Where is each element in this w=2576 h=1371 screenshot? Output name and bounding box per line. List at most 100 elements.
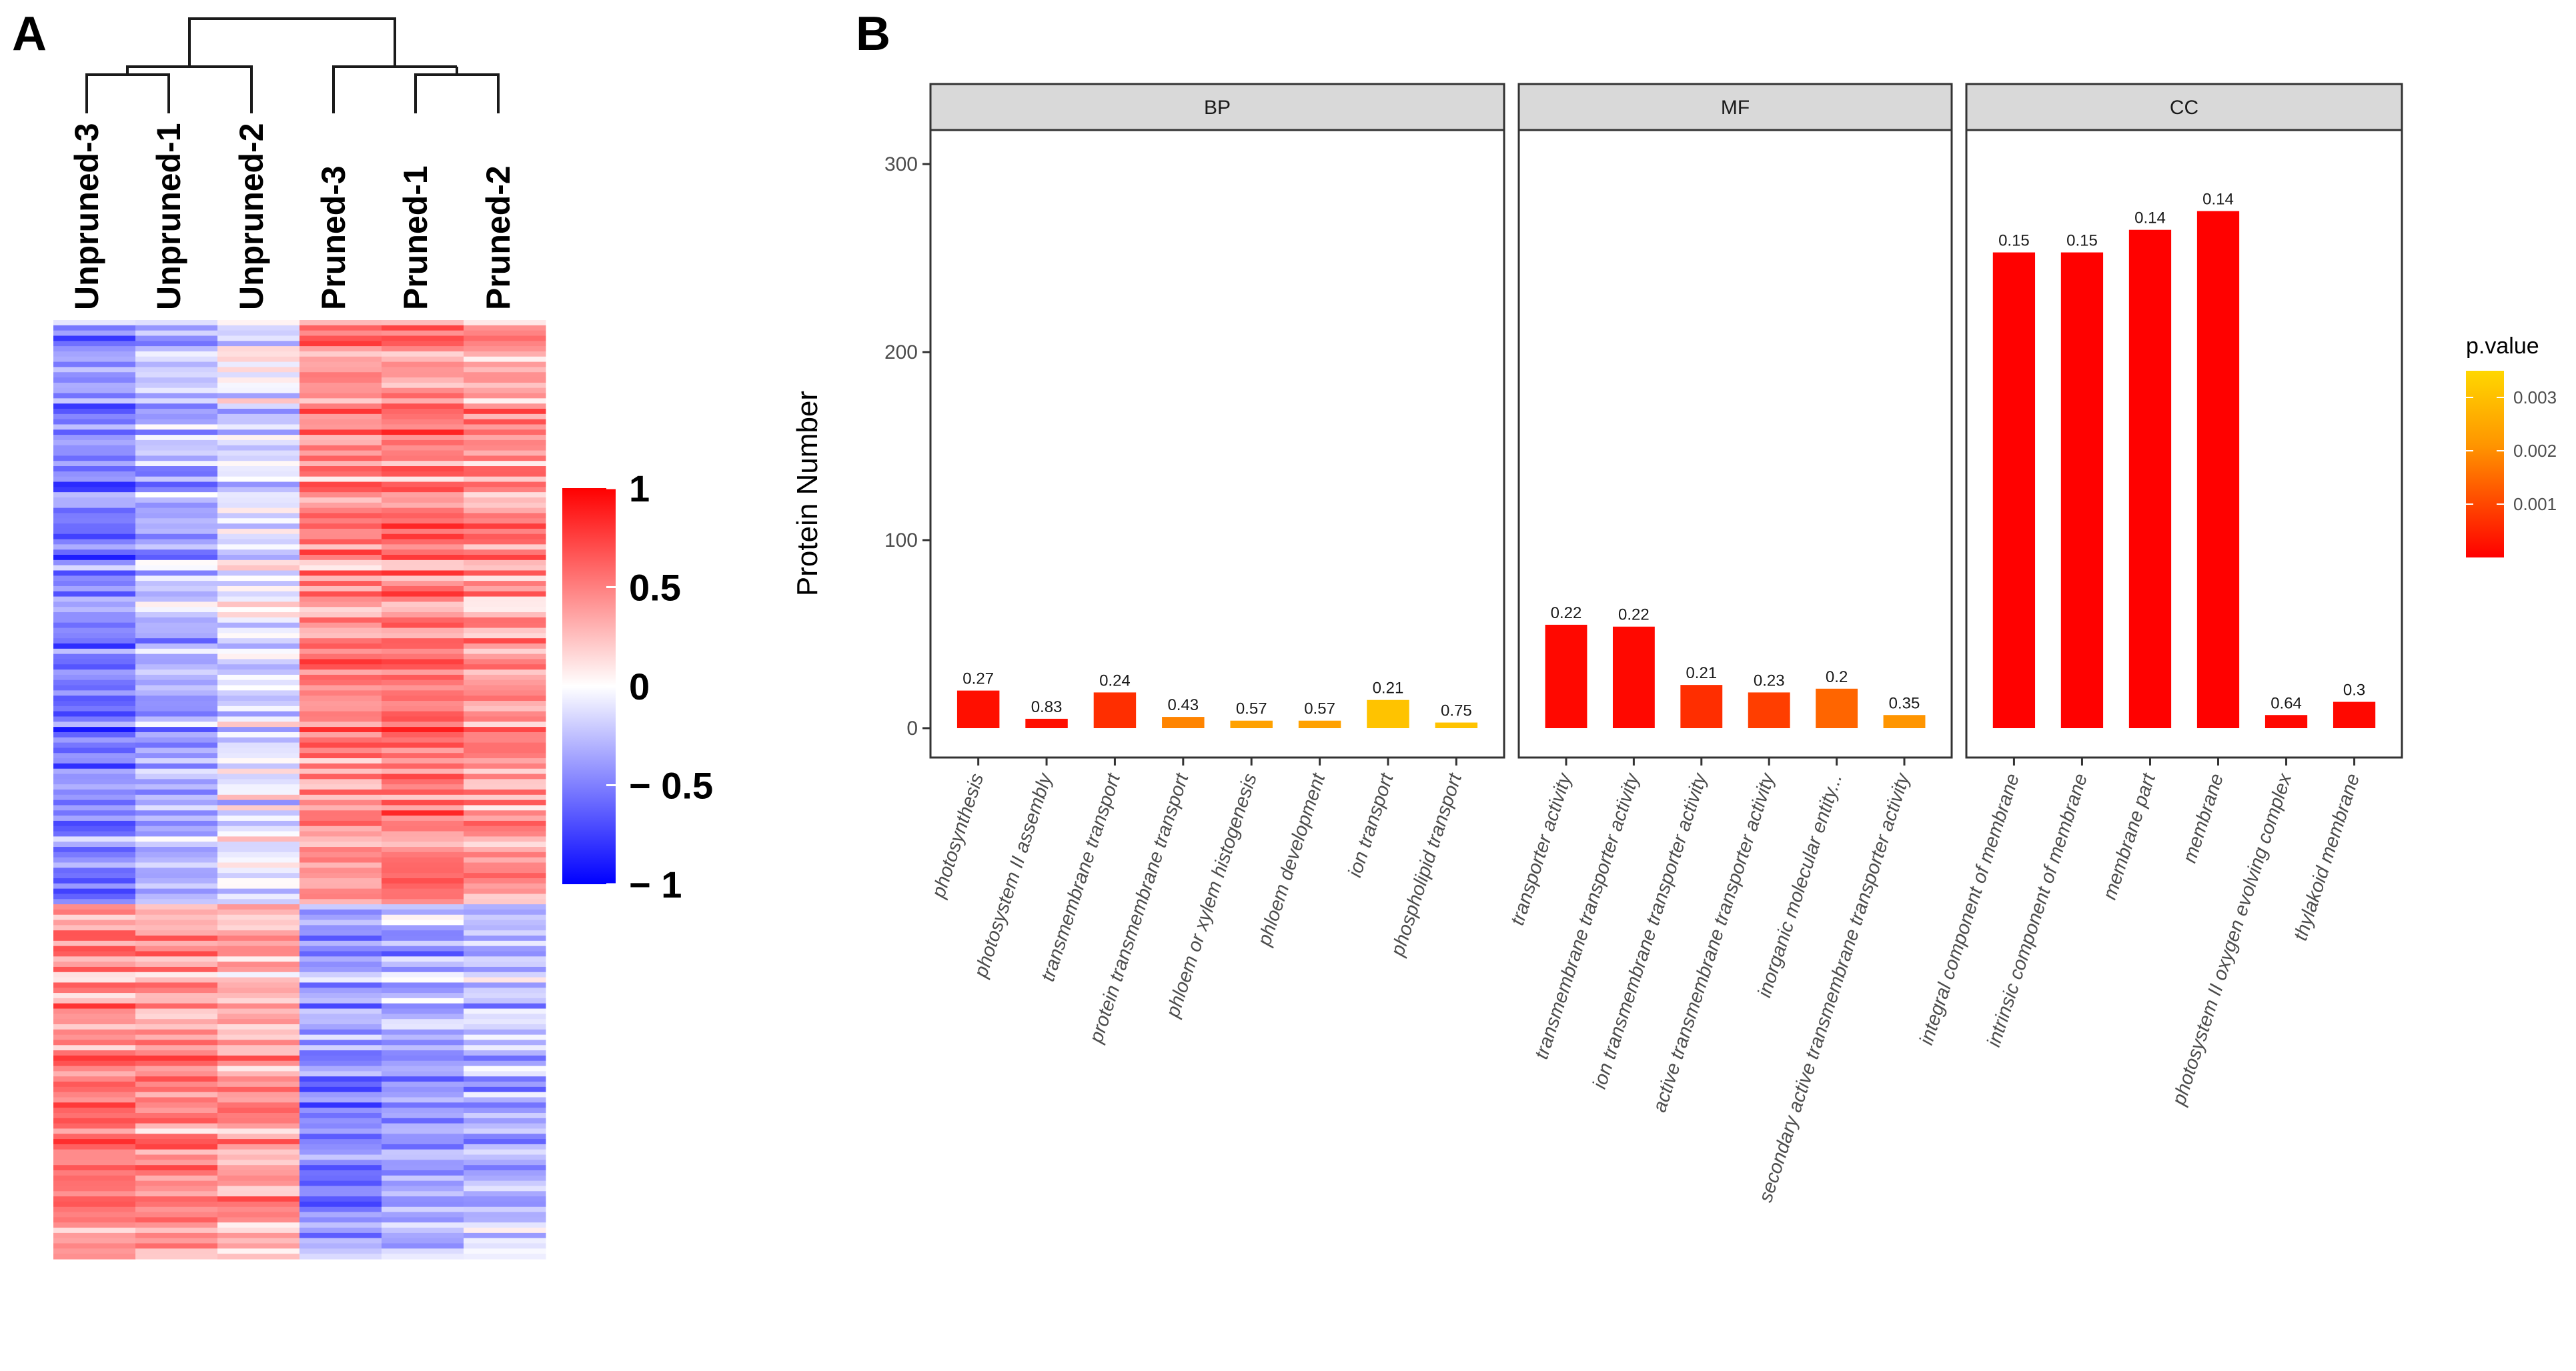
heatmap-cell [53, 351, 136, 357]
heatmap-cell [53, 439, 136, 446]
heatmap-cell [53, 1154, 136, 1160]
heatmap-cell [464, 816, 546, 822]
heatmap-cell [53, 768, 136, 775]
heatmap-cell [217, 748, 300, 754]
heatmap-cell [135, 669, 218, 675]
heatmap-cell [217, 544, 300, 550]
heatmap-cell [464, 727, 546, 733]
heatmap-cell [217, 398, 300, 404]
heatmap-cell [382, 701, 464, 707]
heatmap-cell [299, 419, 382, 425]
heatmap-cell [53, 325, 136, 331]
heatmap-cell [217, 914, 300, 921]
heatmap-cell [217, 1008, 300, 1014]
heatmap-cell [299, 920, 382, 926]
heatmap-cell [217, 581, 300, 587]
heatmap-cell [382, 779, 464, 785]
legend-tick-label: 0.003 [2513, 387, 2557, 407]
heatmap-cell [382, 805, 464, 811]
heatmap-cell [53, 899, 136, 905]
heatmap-cell [299, 398, 382, 404]
heatmap-cell [382, 544, 464, 550]
heatmap-cell [382, 936, 464, 942]
heatmap-cell [135, 439, 218, 446]
heatmap-cell [299, 790, 382, 796]
heatmap-cell [53, 461, 136, 467]
heatmap-cell [299, 585, 382, 592]
facet-strip-label: MF [1721, 97, 1750, 119]
heatmap-cell [217, 920, 300, 926]
heatmap-cell [53, 742, 136, 749]
heatmap-cell [299, 727, 382, 733]
heatmap-cell [217, 1191, 300, 1197]
heatmap-cell [53, 868, 136, 874]
heatmap-cell [135, 612, 218, 618]
heatmap-cell [135, 794, 218, 801]
heatmap-cell [299, 847, 382, 853]
heatmap-cell [135, 940, 218, 947]
heatmap-cell [135, 585, 218, 592]
heatmap-cell [382, 439, 464, 446]
heatmap-cell [53, 450, 136, 456]
heatmap-cell [135, 1112, 218, 1119]
heatmap-cell [464, 836, 546, 842]
heatmap-cell [217, 1248, 300, 1254]
facet-panel [929, 129, 1505, 759]
heatmap-cell [299, 325, 382, 331]
heatmap-cell [299, 1102, 382, 1108]
heatmap-cell [53, 622, 136, 629]
heatmap-cell [53, 627, 136, 633]
heatmap-cell [135, 742, 218, 749]
heatmap-cell [217, 1092, 300, 1098]
heatmap-cell [299, 335, 382, 341]
heatmap-cell [135, 1170, 218, 1176]
heatmap-cell [53, 659, 136, 665]
heatmap-cell [299, 1228, 382, 1234]
heatmap-cell [299, 1066, 382, 1072]
heatmap-cell [382, 528, 464, 535]
heatmap-cell [382, 753, 464, 759]
heatmap-cell [299, 487, 382, 493]
heatmap-cell [382, 1206, 464, 1213]
heatmap-cell [299, 779, 382, 785]
heatmap-cell [217, 377, 300, 383]
heatmap-cell [53, 716, 136, 722]
heatmap-cell [464, 1034, 546, 1041]
heatmap-cell [299, 716, 382, 722]
heatmap-cell [217, 528, 300, 535]
heatmap-cell [464, 653, 546, 660]
heatmap-cell [299, 403, 382, 409]
heatmap-cell [464, 335, 546, 341]
heatmap-cell [464, 946, 546, 952]
heatmap-cell [464, 737, 546, 744]
heatmap-cell [382, 335, 464, 341]
heatmap-cell [217, 1154, 300, 1160]
legend-tick-label: 0.002 [2513, 441, 2557, 461]
heatmap-cell [217, 585, 300, 592]
bar-chart-facets: BP 0.27 photosynthesis 0.83 photosystem II a… [928, 83, 2403, 1205]
heatmap-cell [464, 1217, 546, 1223]
heatmap-cell [217, 476, 300, 483]
heatmap-cell [299, 591, 382, 597]
heatmap-cell [299, 946, 382, 952]
heatmap-cell [53, 1060, 136, 1067]
heatmap-cell [135, 507, 218, 514]
heatmap-cell [53, 669, 136, 675]
heatmap-cell [53, 847, 136, 853]
heatmap-cell [382, 1003, 464, 1010]
heatmap-cell [217, 351, 300, 357]
heatmap-cell [464, 1180, 546, 1187]
heatmap-cell [299, 1144, 382, 1150]
heatmap-cell [135, 575, 218, 581]
heatmap-cell [382, 622, 464, 629]
heatmap-cell [53, 883, 136, 890]
heatmap-cell [53, 528, 136, 535]
heatmap-cell [53, 862, 136, 868]
heatmap-cell [217, 1029, 300, 1036]
heatmap-cell [135, 1123, 218, 1130]
heatmap-cell [135, 956, 218, 962]
heatmap-cell [299, 722, 382, 728]
heatmap-cell [217, 1228, 300, 1234]
heatmap-cell [217, 341, 300, 347]
heatmap-cell [53, 575, 136, 581]
